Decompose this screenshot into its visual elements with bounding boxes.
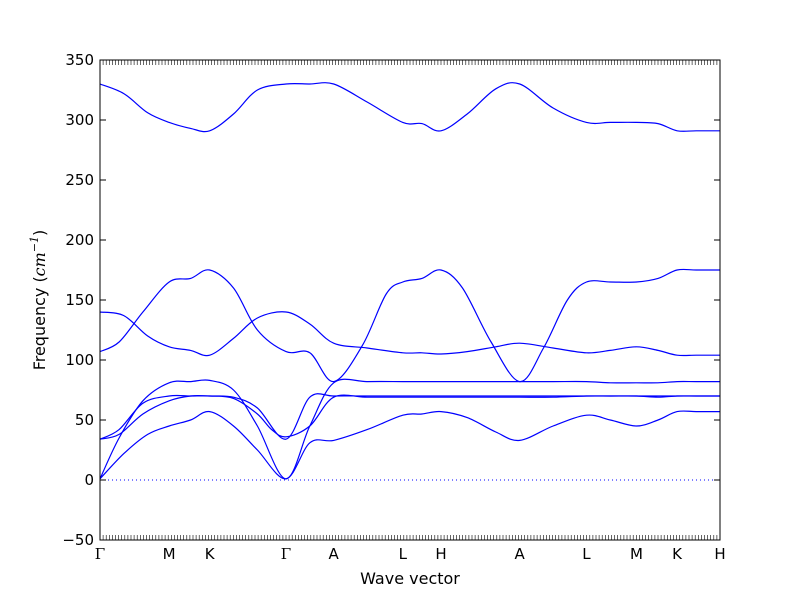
y-tick-label: 300 — [65, 111, 94, 129]
phonon-branch-3 — [100, 311, 720, 357]
x-tick-label: K — [672, 545, 683, 563]
x-tick-label: A — [329, 545, 340, 563]
phonon-branch-2 — [100, 268, 720, 383]
x-tick-label: H — [435, 545, 446, 563]
x-tick-label: M — [630, 545, 643, 563]
y-tick-label: 200 — [65, 231, 94, 249]
y-tick-label: 350 — [65, 51, 94, 69]
y-tick-label: 0 — [84, 471, 94, 489]
y-tick-label: 100 — [65, 351, 94, 369]
y-tick-label: 250 — [65, 171, 94, 189]
phonon-branch-4 — [100, 378, 720, 480]
plot-area — [100, 82, 720, 481]
y-axis-label-main: Frequency ( — [30, 276, 49, 370]
x-tick-label: H — [714, 545, 725, 563]
y-axis-label-close: ) — [30, 230, 49, 236]
x-axis-label: Wave vector — [360, 569, 460, 588]
x-tick-label: M — [163, 545, 176, 563]
y-axis-label: Frequency (cm−1) — [28, 230, 49, 371]
y-tick-label: −50 — [62, 531, 94, 549]
x-tick-label: L — [399, 545, 408, 563]
phonon-branch-1 — [100, 82, 720, 133]
y-axis-label-exponent: −1 — [28, 236, 41, 252]
axes-frame — [99, 59, 721, 541]
y-tick-label: 50 — [75, 411, 94, 429]
phonon-branch-6 — [100, 410, 720, 480]
x-tick-label: K — [205, 545, 216, 563]
phonon-branch-7 — [100, 393, 720, 440]
x-tick-label: Γ — [281, 545, 291, 563]
ticks-layer: −50 0 50 100 150 200 250 300 350 Γ M K Γ A L H A L M K H — [62, 51, 725, 563]
y-tick-label: 150 — [65, 291, 94, 309]
x-tick-label: L — [582, 545, 591, 563]
y-axis-label-unit: cm — [30, 252, 49, 276]
x-tick-label: A — [515, 545, 526, 563]
x-tick-label: Γ — [95, 545, 105, 563]
